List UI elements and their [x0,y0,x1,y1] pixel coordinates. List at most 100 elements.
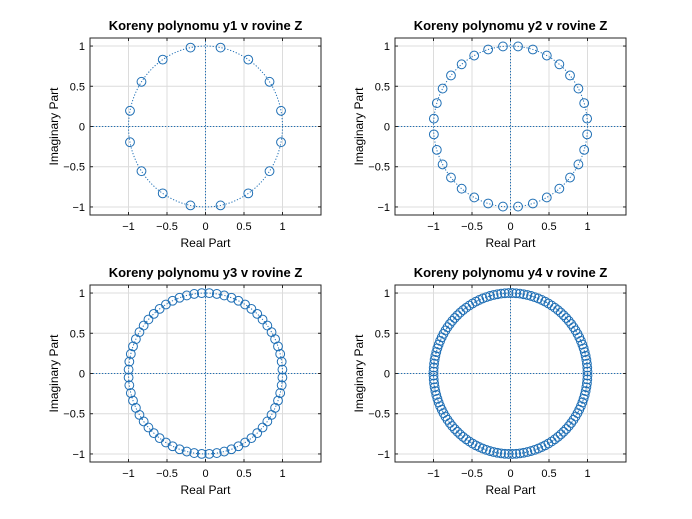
root-marker [243,54,254,65]
root-marker [257,422,268,433]
root-marker [518,447,529,458]
root-marker [449,313,460,323]
root-marker [252,308,263,319]
root-marker [541,50,552,61]
root-marker [128,395,138,406]
root-marker [582,129,593,140]
root-marker [428,362,439,373]
root-marker [496,288,506,299]
y-tick-label: 0 [384,122,390,134]
root-marker [136,166,147,177]
root-marker [130,334,141,345]
root-marker [264,76,275,87]
root-marker [447,421,458,431]
root-marker [125,105,135,116]
root-marker [566,319,577,329]
root-marker [430,350,441,361]
x-axis-label: Real Part [485,483,536,497]
x-tick-label: 0 [202,468,208,480]
root-marker [452,426,463,437]
root-marker [452,310,463,321]
y-axis-label: Imaginary Part [352,87,366,166]
root-marker [488,447,499,457]
root-marker [503,449,514,459]
root-marker [428,129,439,140]
root-marker [446,70,456,81]
subplot-3: −1 −0.5 0 0.5 1 −1 −0.5 0 0.5 1 Koreny polynomu y3… [47,265,322,497]
root-marker [233,295,244,306]
y-axis-label: Imaginary Part [47,87,61,166]
x-tick-label: 0.5 [236,468,251,480]
root-marker [148,428,159,439]
root-marker [264,166,275,177]
x-axis-label: Real Part [180,236,231,250]
root-marker [257,314,268,325]
y-tick-label: 1 [79,288,85,300]
root-marker [492,289,503,300]
root-marker [128,341,138,352]
root-marker [469,192,480,203]
root-marker [174,444,185,455]
y-axis-label: Imaginary Part [352,334,366,413]
root-marker [444,418,455,428]
root-marker [157,188,168,199]
x-tick-label: 1 [279,468,285,480]
y-tick-label: −0.5 [63,162,85,174]
root-marker [579,98,590,109]
root-marker [552,432,563,442]
root-marker [455,429,466,440]
root-marker [527,198,538,209]
root-marker [554,183,565,194]
root-marker [582,374,593,385]
root-marker [513,201,523,212]
root-marker [582,378,592,389]
root-marker [167,441,178,452]
chart-title: Koreny polynomu y3 v rovine Z [109,265,303,280]
root-marker [432,343,443,354]
root-marker [522,447,533,457]
y-tick-label: 0.5 [70,81,85,93]
x-tick-label: 1 [584,468,590,480]
root-marker [582,113,593,124]
root-marker [579,347,590,357]
root-marker [488,290,499,300]
root-marker [148,308,159,319]
root-marker [507,288,518,298]
y-tick-label: −0.5 [63,409,85,421]
root-marker [554,59,565,70]
root-marker [469,50,480,61]
root-marker [573,83,584,94]
root-marker [565,172,575,183]
root-marker [580,350,591,361]
root-marker [515,288,525,299]
x-tick-label: 0.5 [236,221,251,233]
root-marker [226,292,237,303]
x-tick-label: 0 [202,221,208,233]
root-marker [558,310,569,321]
root-marker [431,144,442,155]
x-tick-label: −1 [427,468,440,480]
root-marker [492,447,503,458]
root-marker [558,426,569,437]
root-marker [496,448,506,459]
root-marker [581,382,592,393]
x-tick-label: 1 [584,221,590,233]
root-marker [276,105,286,116]
root-marker [181,290,192,301]
x-tick-label: −1 [122,468,135,480]
x-tick-label: 0.5 [541,468,556,480]
y-tick-label: 1 [384,288,390,300]
root-marker [181,446,192,457]
x-tick-label: −0.5 [156,221,178,233]
root-marker [157,54,168,65]
root-marker [226,444,237,455]
root-marker [565,70,575,81]
x-tick-label: −0.5 [461,468,483,480]
x-axis-label: Real Part [485,236,536,250]
root-marker [503,288,514,298]
root-marker [578,393,589,404]
root-marker [270,402,281,413]
root-marker [507,449,518,459]
root-marker [580,386,591,397]
